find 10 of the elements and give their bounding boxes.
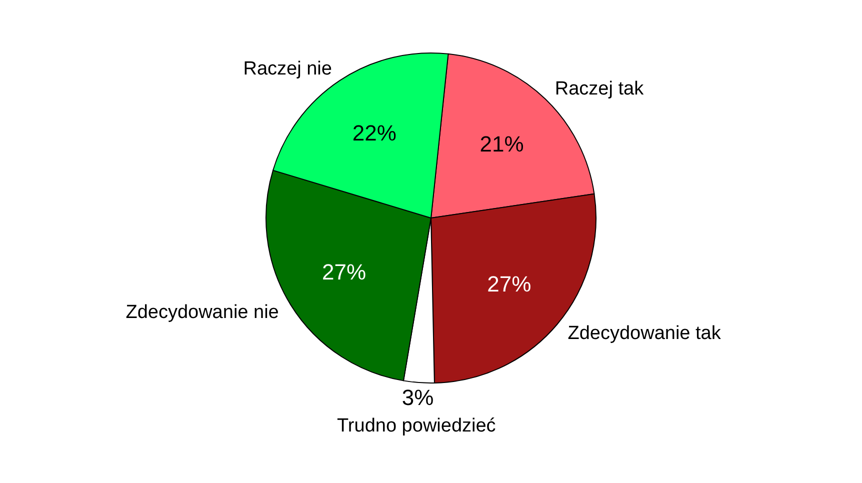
slice-label: Zdecydowanie nie [126, 302, 279, 323]
data-label: 27% [322, 259, 366, 284]
data-label: 21% [480, 132, 524, 157]
data-label: 22% [352, 120, 396, 146]
slice-label: Zdecydowanie tak [568, 323, 722, 344]
slice-label: Raczej tak [554, 78, 644, 100]
data-label: 27% [487, 272, 532, 297]
data-label: 3% [402, 385, 434, 410]
slice-label: Raczej nie [243, 58, 332, 80]
slice-label: Trudno powiedzieć [337, 415, 496, 436]
